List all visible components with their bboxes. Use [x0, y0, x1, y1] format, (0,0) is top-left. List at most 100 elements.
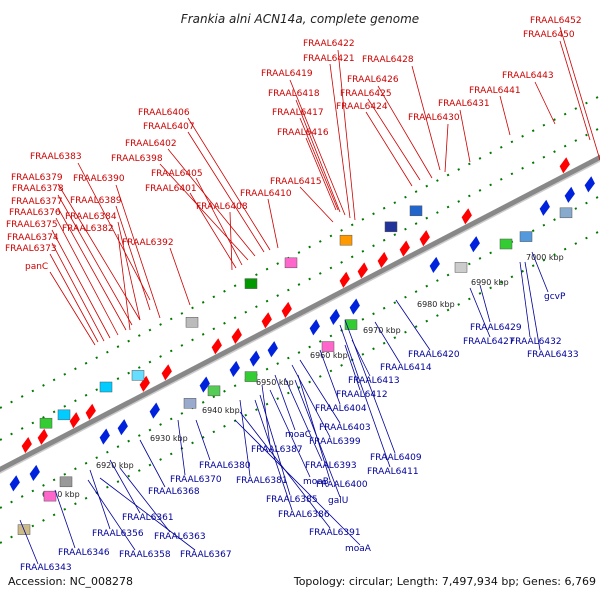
gene-label-fraal6382[interactable]: FRAAL6382	[62, 224, 114, 234]
gene-label-fraal6380[interactable]: FRAAL6380	[199, 461, 251, 471]
feature-block-grey[interactable]	[454, 262, 468, 273]
gene-label-fraal6400[interactable]: FRAAL6400	[316, 480, 368, 490]
forward-gene-arrow[interactable]	[19, 437, 34, 454]
reverse-gene-arrow[interactable]	[347, 298, 362, 315]
reverse-gene-arrow[interactable]	[197, 376, 212, 393]
forward-gene-arrow[interactable]	[137, 375, 152, 392]
gene-label-fraal6375[interactable]: FRAAL6375	[6, 220, 58, 230]
gene-label-fraal6386[interactable]: FRAAL6386	[278, 510, 330, 520]
gene-label-fraal6418[interactable]: FRAAL6418	[268, 89, 320, 99]
forward-gene-arrow[interactable]	[459, 208, 474, 225]
gene-label-fraal6392[interactable]: FRAAL6392	[122, 238, 174, 248]
gene-label-fraal6416[interactable]: FRAAL6416	[277, 128, 329, 138]
reverse-gene-arrow[interactable]	[247, 350, 262, 367]
gene-label-fraal6419[interactable]: FRAAL6419	[261, 69, 313, 79]
feature-block-grey[interactable]	[185, 317, 199, 328]
gene-label-fraal6450[interactable]: FRAAL6450	[523, 30, 575, 40]
forward-gene-arrow[interactable]	[259, 312, 274, 329]
gene-label-moab[interactable]: moaB	[303, 477, 329, 487]
forward-gene-arrow[interactable]	[67, 412, 82, 429]
gene-label-panc[interactable]: panC	[25, 262, 48, 272]
feature-block-lightblue[interactable]	[131, 370, 145, 381]
forward-gene-arrow[interactable]	[355, 262, 370, 279]
gene-label-fraal6378[interactable]: FRAAL6378	[12, 184, 64, 194]
gene-label-fraal6425[interactable]: FRAAL6425	[340, 89, 392, 99]
gene-label-fraal6405[interactable]: FRAAL6405	[151, 169, 203, 179]
gene-label-fraal6432[interactable]: FRAAL6432	[510, 337, 562, 347]
gene-label-fraal6404[interactable]: FRAAL6404	[315, 404, 367, 414]
gene-label-fraal6367[interactable]: FRAAL6367	[180, 550, 232, 560]
gene-label-fraal6358[interactable]: FRAAL6358	[119, 550, 171, 560]
gene-label-fraal6441[interactable]: FRAAL6441	[469, 86, 521, 96]
reverse-gene-arrow[interactable]	[147, 402, 162, 419]
gene-label-fraal6393[interactable]: FRAAL6393	[305, 461, 357, 471]
gene-label-fraal6402[interactable]: FRAAL6402	[125, 139, 177, 149]
reverse-gene-arrow[interactable]	[227, 360, 242, 378]
gene-label-fraal6370[interactable]: FRAAL6370	[170, 475, 222, 485]
forward-gene-arrow[interactable]	[229, 327, 244, 344]
gene-label-fraal6414[interactable]: FRAAL6414	[380, 363, 432, 373]
gene-label-fraal6431[interactable]: FRAAL6431	[438, 99, 490, 109]
feature-block-orange[interactable]	[339, 234, 353, 246]
reverse-gene-arrow[interactable]	[115, 419, 130, 436]
reverse-gene-arrow[interactable]	[467, 236, 482, 253]
reverse-gene-arrow[interactable]	[537, 199, 552, 216]
feature-block-cyan[interactable]	[99, 381, 113, 393]
gene-label-fraal6426[interactable]: FRAAL6426	[347, 75, 399, 85]
reverse-gene-arrow[interactable]	[97, 428, 112, 445]
forward-gene-arrow[interactable]	[83, 403, 98, 420]
gene-label-fraal6343[interactable]: FRAAL6343	[20, 563, 72, 573]
gene-label-fraal6389[interactable]: FRAAL6389	[70, 196, 122, 206]
gene-label-fraal6428[interactable]: FRAAL6428	[362, 55, 414, 65]
gene-label-fraal6409[interactable]: FRAAL6409	[370, 453, 422, 463]
gene-label-fraal6410[interactable]: FRAAL6410	[240, 189, 292, 199]
gene-label-fraal6408[interactable]: FRAAL6408	[196, 202, 248, 212]
gene-label-fraal6384[interactable]: FRAAL6384	[65, 212, 117, 222]
gene-label-fraal6401[interactable]: FRAAL6401	[145, 184, 197, 194]
forward-gene-arrow[interactable]	[279, 301, 294, 318]
gene-label-gcvp[interactable]: gcvP	[544, 292, 566, 302]
gene-label-fraal6390[interactable]: FRAAL6390	[73, 174, 125, 184]
gene-label-fraal6399[interactable]: FRAAL6399	[309, 437, 361, 447]
gene-label-fraal6391[interactable]: FRAAL6391	[309, 528, 361, 538]
reverse-gene-arrow[interactable]	[562, 186, 577, 203]
forward-gene-arrow[interactable]	[397, 240, 412, 257]
gene-label-fraal6420[interactable]: FRAAL6420	[408, 350, 460, 360]
gene-label-fraal6361[interactable]: FRAAL6361	[122, 513, 174, 523]
gene-label-fraal6379[interactable]: FRAAL6379	[11, 173, 63, 183]
gene-label-fraal6377[interactable]: FRAAL6377	[11, 197, 63, 207]
gene-label-moac[interactable]: moaC	[285, 430, 311, 440]
gene-label-fraal6427[interactable]: FRAAL6427	[463, 337, 515, 347]
forward-gene-arrow[interactable]	[209, 338, 224, 355]
gene-label-fraal6368[interactable]: FRAAL6368	[148, 487, 200, 497]
gene-label-fraal6407[interactable]: FRAAL6406	[138, 108, 190, 118]
gene-label-fraal6424[interactable]: FRAAL6424	[336, 102, 388, 112]
reverse-gene-arrow[interactable]	[427, 256, 442, 274]
feature-block-blue[interactable]	[409, 205, 423, 217]
feature-block-green[interactable]	[344, 319, 358, 330]
feature-block-pink[interactable]	[321, 341, 335, 352]
feature-block-cyan[interactable]	[57, 409, 71, 421]
gene-label-fraal6373[interactable]: FRAAL6373	[5, 244, 57, 254]
gene-label-fraal6381[interactable]: FRAAL6381	[236, 476, 288, 486]
reverse-gene-arrow[interactable]	[7, 475, 22, 492]
gene-label-fraal6346[interactable]: FRAAL6346	[58, 548, 110, 558]
gene-label-fraal6430[interactable]: FRAAL6430	[408, 113, 460, 123]
gene-label-fraal6443[interactable]: FRAAL6443	[502, 71, 554, 81]
forward-gene-arrow[interactable]	[35, 428, 50, 445]
reverse-gene-arrow[interactable]	[327, 308, 342, 326]
feature-block-green[interactable]	[207, 385, 221, 397]
gene-label-fraal6356[interactable]: FRAAL6356	[92, 529, 144, 539]
gene-label-fraal6374[interactable]: FRAAL6374	[7, 233, 59, 243]
gene-label-fraal6412[interactable]: FRAAL6412	[336, 390, 388, 400]
reverse-gene-arrow[interactable]	[27, 464, 42, 482]
feature-block-green[interactable]	[499, 238, 513, 250]
reverse-gene-arrow[interactable]	[582, 176, 597, 193]
feature-block-green[interactable]	[244, 371, 258, 382]
gene-label-fraal6411[interactable]: FRAAL6411	[367, 467, 419, 477]
gene-label-fraal6383[interactable]: FRAAL6383	[30, 152, 82, 162]
forward-gene-arrow[interactable]	[417, 230, 432, 247]
feature-block-slate[interactable]	[559, 207, 573, 219]
gene-label-fraal6452[interactable]: FRAAL6452	[530, 16, 582, 26]
gene-label-fraal6422[interactable]: FRAAL6422	[303, 39, 355, 49]
